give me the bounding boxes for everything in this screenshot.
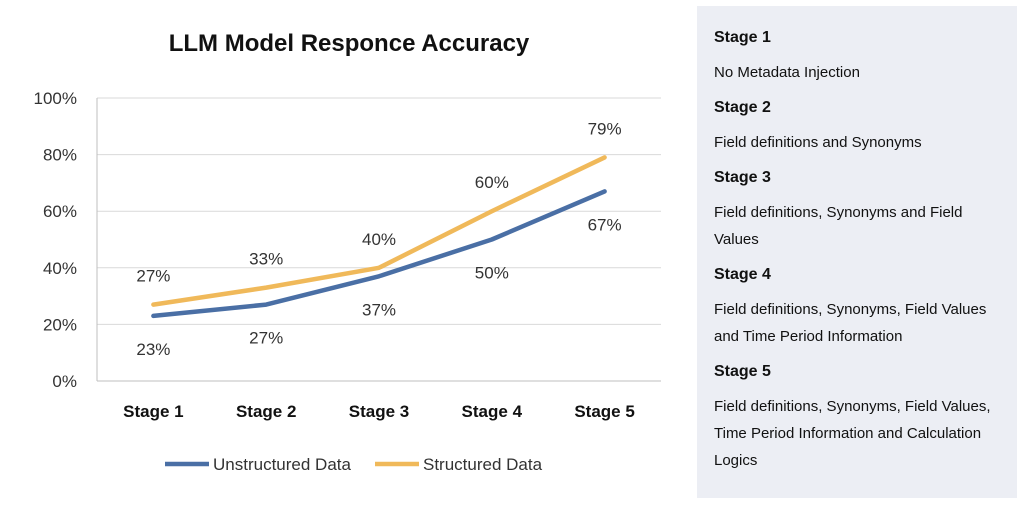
stage-description: Field definitions and Synonyms bbox=[714, 134, 922, 151]
data-label: 40% bbox=[362, 230, 396, 249]
series-line-structured bbox=[151, 155, 607, 307]
legend-label: Unstructured Data bbox=[213, 455, 351, 474]
stage-description: Field definitions, Synonyms, Field Value… bbox=[714, 301, 987, 345]
y-tick-label: 0% bbox=[52, 372, 77, 391]
stages-panel: Stage 1 No Metadata Injection Stage 2 Field… bbox=[697, 6, 1017, 498]
grid-lines bbox=[96, 97, 661, 382]
y-tick-label: 40% bbox=[43, 259, 77, 278]
y-tick-label: 100% bbox=[34, 89, 77, 108]
x-category-label: Stage 4 bbox=[462, 402, 523, 421]
data-label: 27% bbox=[249, 329, 283, 348]
x-category-label: Stage 5 bbox=[574, 402, 634, 421]
legend: Unstructured Data Structured Data bbox=[165, 455, 543, 474]
data-label: 79% bbox=[588, 119, 622, 138]
y-axis-ticks: 0% 20% 40% 60% 80% 100% bbox=[34, 89, 77, 391]
data-label: 23% bbox=[136, 340, 170, 359]
stage-title: Stage 4 bbox=[714, 266, 771, 283]
data-label: 37% bbox=[362, 300, 396, 319]
data-label: 27% bbox=[136, 267, 170, 286]
series-lines bbox=[151, 155, 607, 319]
legend-label: Structured Data bbox=[423, 455, 543, 474]
y-tick-label: 60% bbox=[43, 202, 77, 221]
data-label: 33% bbox=[249, 250, 283, 269]
chart-title: LLM Model Responce Accuracy bbox=[169, 30, 530, 57]
x-category-label: Stage 2 bbox=[236, 402, 296, 421]
data-label: 67% bbox=[588, 215, 622, 234]
stage-title: Stage 1 bbox=[714, 29, 771, 46]
y-tick-label: 80% bbox=[43, 146, 77, 165]
stage-description: Field definitions, Synonyms and Field Va… bbox=[714, 204, 963, 248]
data-label: 50% bbox=[475, 264, 509, 283]
stage-title: Stage 2 bbox=[714, 99, 771, 116]
x-category-label: Stage 1 bbox=[123, 402, 183, 421]
stage-title: Stage 5 bbox=[714, 363, 771, 380]
x-category-label: Stage 3 bbox=[349, 402, 409, 421]
data-labels: 23% 27% 37% 50% 67% 27% 33% 40% 60% 79% bbox=[136, 119, 621, 358]
data-label: 60% bbox=[475, 173, 509, 192]
x-axis-categories: Stage 1 Stage 2 Stage 3 Stage 4 Stage 5 bbox=[123, 402, 635, 421]
line-chart: LLM Model Responce Accuracy 0% 20% 40% 60% 8… bbox=[34, 30, 661, 474]
series-line-unstructured bbox=[151, 189, 607, 319]
stage-description: Field definitions, Synonyms, Field Value… bbox=[714, 398, 991, 469]
stage-title: Stage 3 bbox=[714, 169, 771, 186]
y-tick-label: 20% bbox=[43, 315, 77, 334]
chart-area: LLM Model Responce Accuracy 0% 20% 40% 60% 8… bbox=[34, 30, 661, 474]
stage-description: No Metadata Injection bbox=[714, 64, 860, 81]
